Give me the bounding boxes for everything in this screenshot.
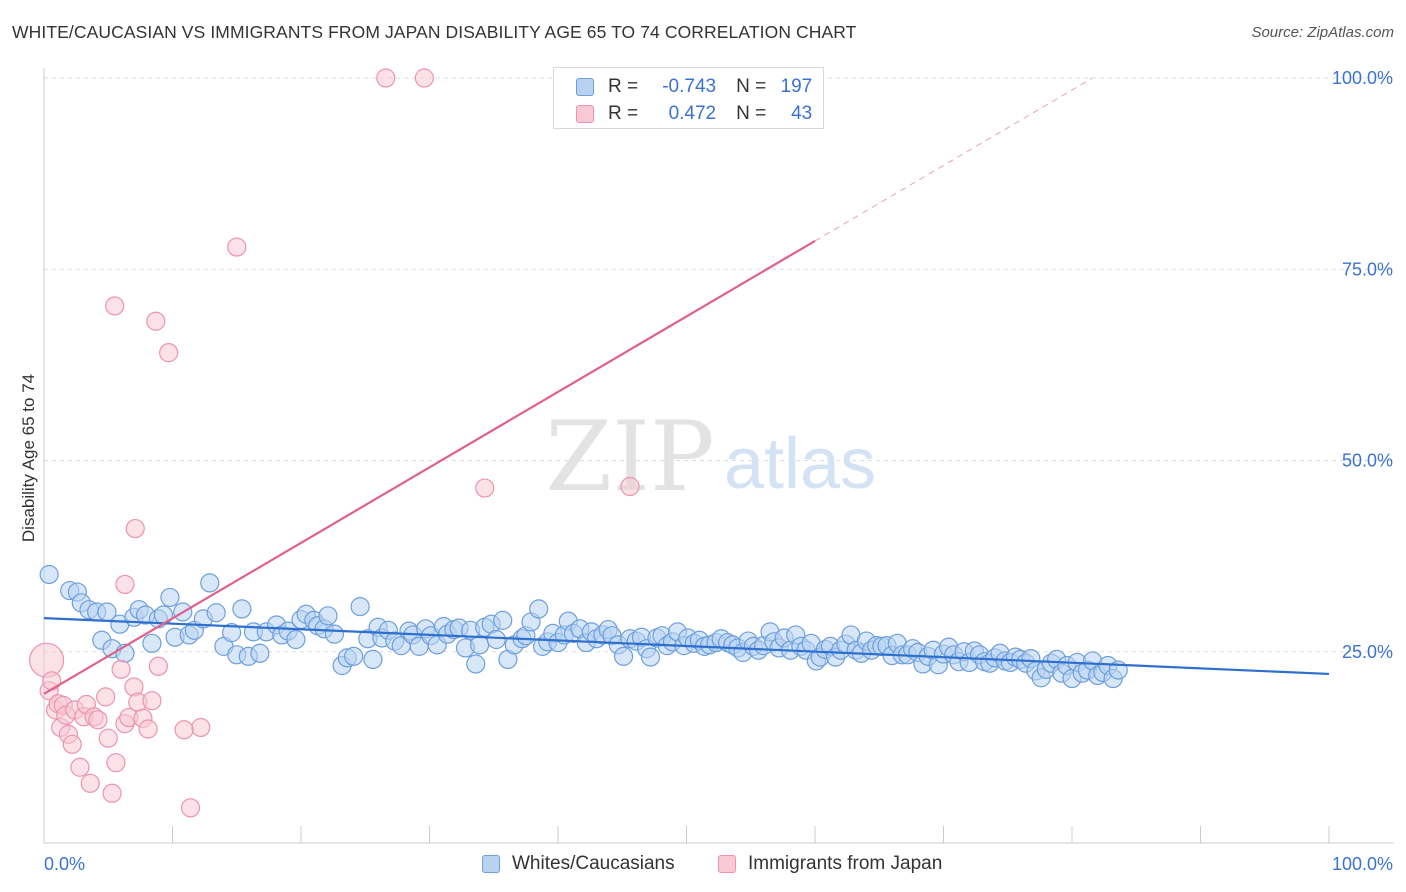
- white-point: [470, 635, 490, 655]
- y-tick-label: 25.0%: [1342, 642, 1393, 662]
- japan-point: [148, 656, 168, 676]
- x-tick-label: 0.0%: [44, 854, 85, 874]
- n-label: N =: [736, 76, 767, 97]
- japan-trend-line: [43, 239, 816, 695]
- white-point: [142, 633, 162, 653]
- white-point: [486, 629, 506, 650]
- source-label: Source: ZipAtlas.com: [1251, 24, 1394, 41]
- y-tick-label: 100.0%: [1332, 68, 1393, 88]
- white-point: [350, 597, 370, 617]
- japan-n-value: 43: [791, 103, 813, 124]
- white-point: [206, 603, 226, 623]
- japan-point: [180, 798, 201, 818]
- japan-point: [106, 753, 126, 773]
- japan-point: [62, 734, 82, 754]
- white-legend-label: Whites/Caucasians: [512, 853, 675, 874]
- x-tick-label: 100.0%: [1332, 854, 1393, 874]
- white-point: [363, 649, 383, 670]
- white-point: [318, 606, 338, 626]
- japan-point: [102, 783, 122, 803]
- white-r-value: -0.743: [662, 76, 717, 97]
- chart-title: WHITE/CAUCASIAN VS IMMIGRANTS FROM JAPAN…: [12, 22, 857, 42]
- n-label: N =: [736, 103, 767, 124]
- watermark-zip: ZIP: [545, 401, 714, 513]
- japan-points: [28, 68, 640, 818]
- y-axis-label: Disability Age 65 to 74: [19, 374, 38, 542]
- japan-legend-swatch: [718, 855, 736, 873]
- japan-point: [88, 710, 108, 730]
- japan-r-value: 0.472: [668, 103, 717, 124]
- stats-row-japan: R = 0.472 N = 43: [576, 101, 812, 127]
- japan-legend-label: Immigrants from Japan: [748, 853, 943, 874]
- trend-lines: [43, 77, 1330, 695]
- white-point: [232, 599, 252, 619]
- white-point: [529, 599, 549, 619]
- axes: [43, 68, 1394, 844]
- white-point: [640, 647, 661, 667]
- white-point: [153, 605, 174, 625]
- japan-point: [105, 296, 125, 316]
- stats-box: R = -0.743 N = 197 R = 0.472 N = 43: [553, 67, 824, 129]
- japan-point: [80, 773, 100, 793]
- japan-swatch: [576, 105, 594, 123]
- r-label: R =: [608, 76, 639, 97]
- white-point: [466, 654, 486, 674]
- white-point: [493, 610, 513, 630]
- japan-point: [414, 68, 434, 88]
- white-point: [613, 646, 634, 666]
- japan-point: [620, 476, 640, 497]
- japan-point: [174, 720, 194, 740]
- white-points: [39, 564, 1128, 689]
- japan-point: [96, 687, 116, 707]
- white-swatch: [576, 78, 594, 96]
- white-point: [39, 564, 59, 585]
- japan-point: [159, 343, 179, 363]
- japan-trend-extension: [814, 77, 1093, 242]
- japan-point: [115, 574, 135, 595]
- watermark: ZIP atlas: [545, 401, 876, 513]
- japan-point: [125, 518, 145, 539]
- japan-point: [70, 757, 90, 777]
- y-tick-label: 50.0%: [1342, 451, 1393, 471]
- white-legend-swatch: [482, 855, 500, 873]
- white-trend-line: [43, 616, 1330, 676]
- tick-labels: 25.0% 50.0% 75.0% 100.0% 0.0% 100.0%: [44, 68, 1393, 874]
- white-point: [286, 629, 306, 650]
- white-point: [222, 623, 242, 643]
- japan-point: [42, 671, 62, 691]
- white-point: [160, 587, 180, 608]
- legend-item-japan[interactable]: Immigrants from Japan: [718, 851, 942, 877]
- japan-point: [98, 728, 118, 748]
- japan-point: [191, 717, 211, 738]
- stats-row-white: R = -0.743 N = 197: [576, 74, 812, 100]
- watermark-atlas: atlas: [724, 424, 876, 504]
- y-tick-label: 75.0%: [1342, 259, 1393, 279]
- japan-point: [142, 691, 162, 711]
- white-point: [200, 573, 220, 593]
- white-point: [344, 646, 364, 666]
- white-point: [324, 624, 345, 644]
- white-n-value: 197: [780, 76, 813, 97]
- japan-point: [138, 719, 158, 739]
- r-label: R =: [608, 103, 639, 124]
- japan-point: [227, 237, 247, 257]
- legend-item-white[interactable]: Whites/Caucasians: [482, 851, 675, 877]
- japan-point: [111, 659, 131, 679]
- white-point: [250, 643, 270, 663]
- grid-lines: [44, 77, 1394, 653]
- japan-point: [28, 642, 65, 678]
- japan-point: [146, 311, 166, 331]
- japan-point: [376, 68, 396, 88]
- japan-point: [475, 478, 495, 498]
